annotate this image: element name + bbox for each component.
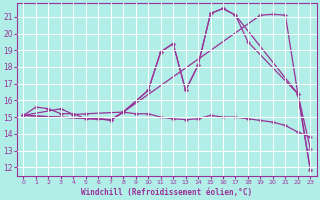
X-axis label: Windchill (Refroidissement éolien,°C): Windchill (Refroidissement éolien,°C) xyxy=(81,188,252,197)
